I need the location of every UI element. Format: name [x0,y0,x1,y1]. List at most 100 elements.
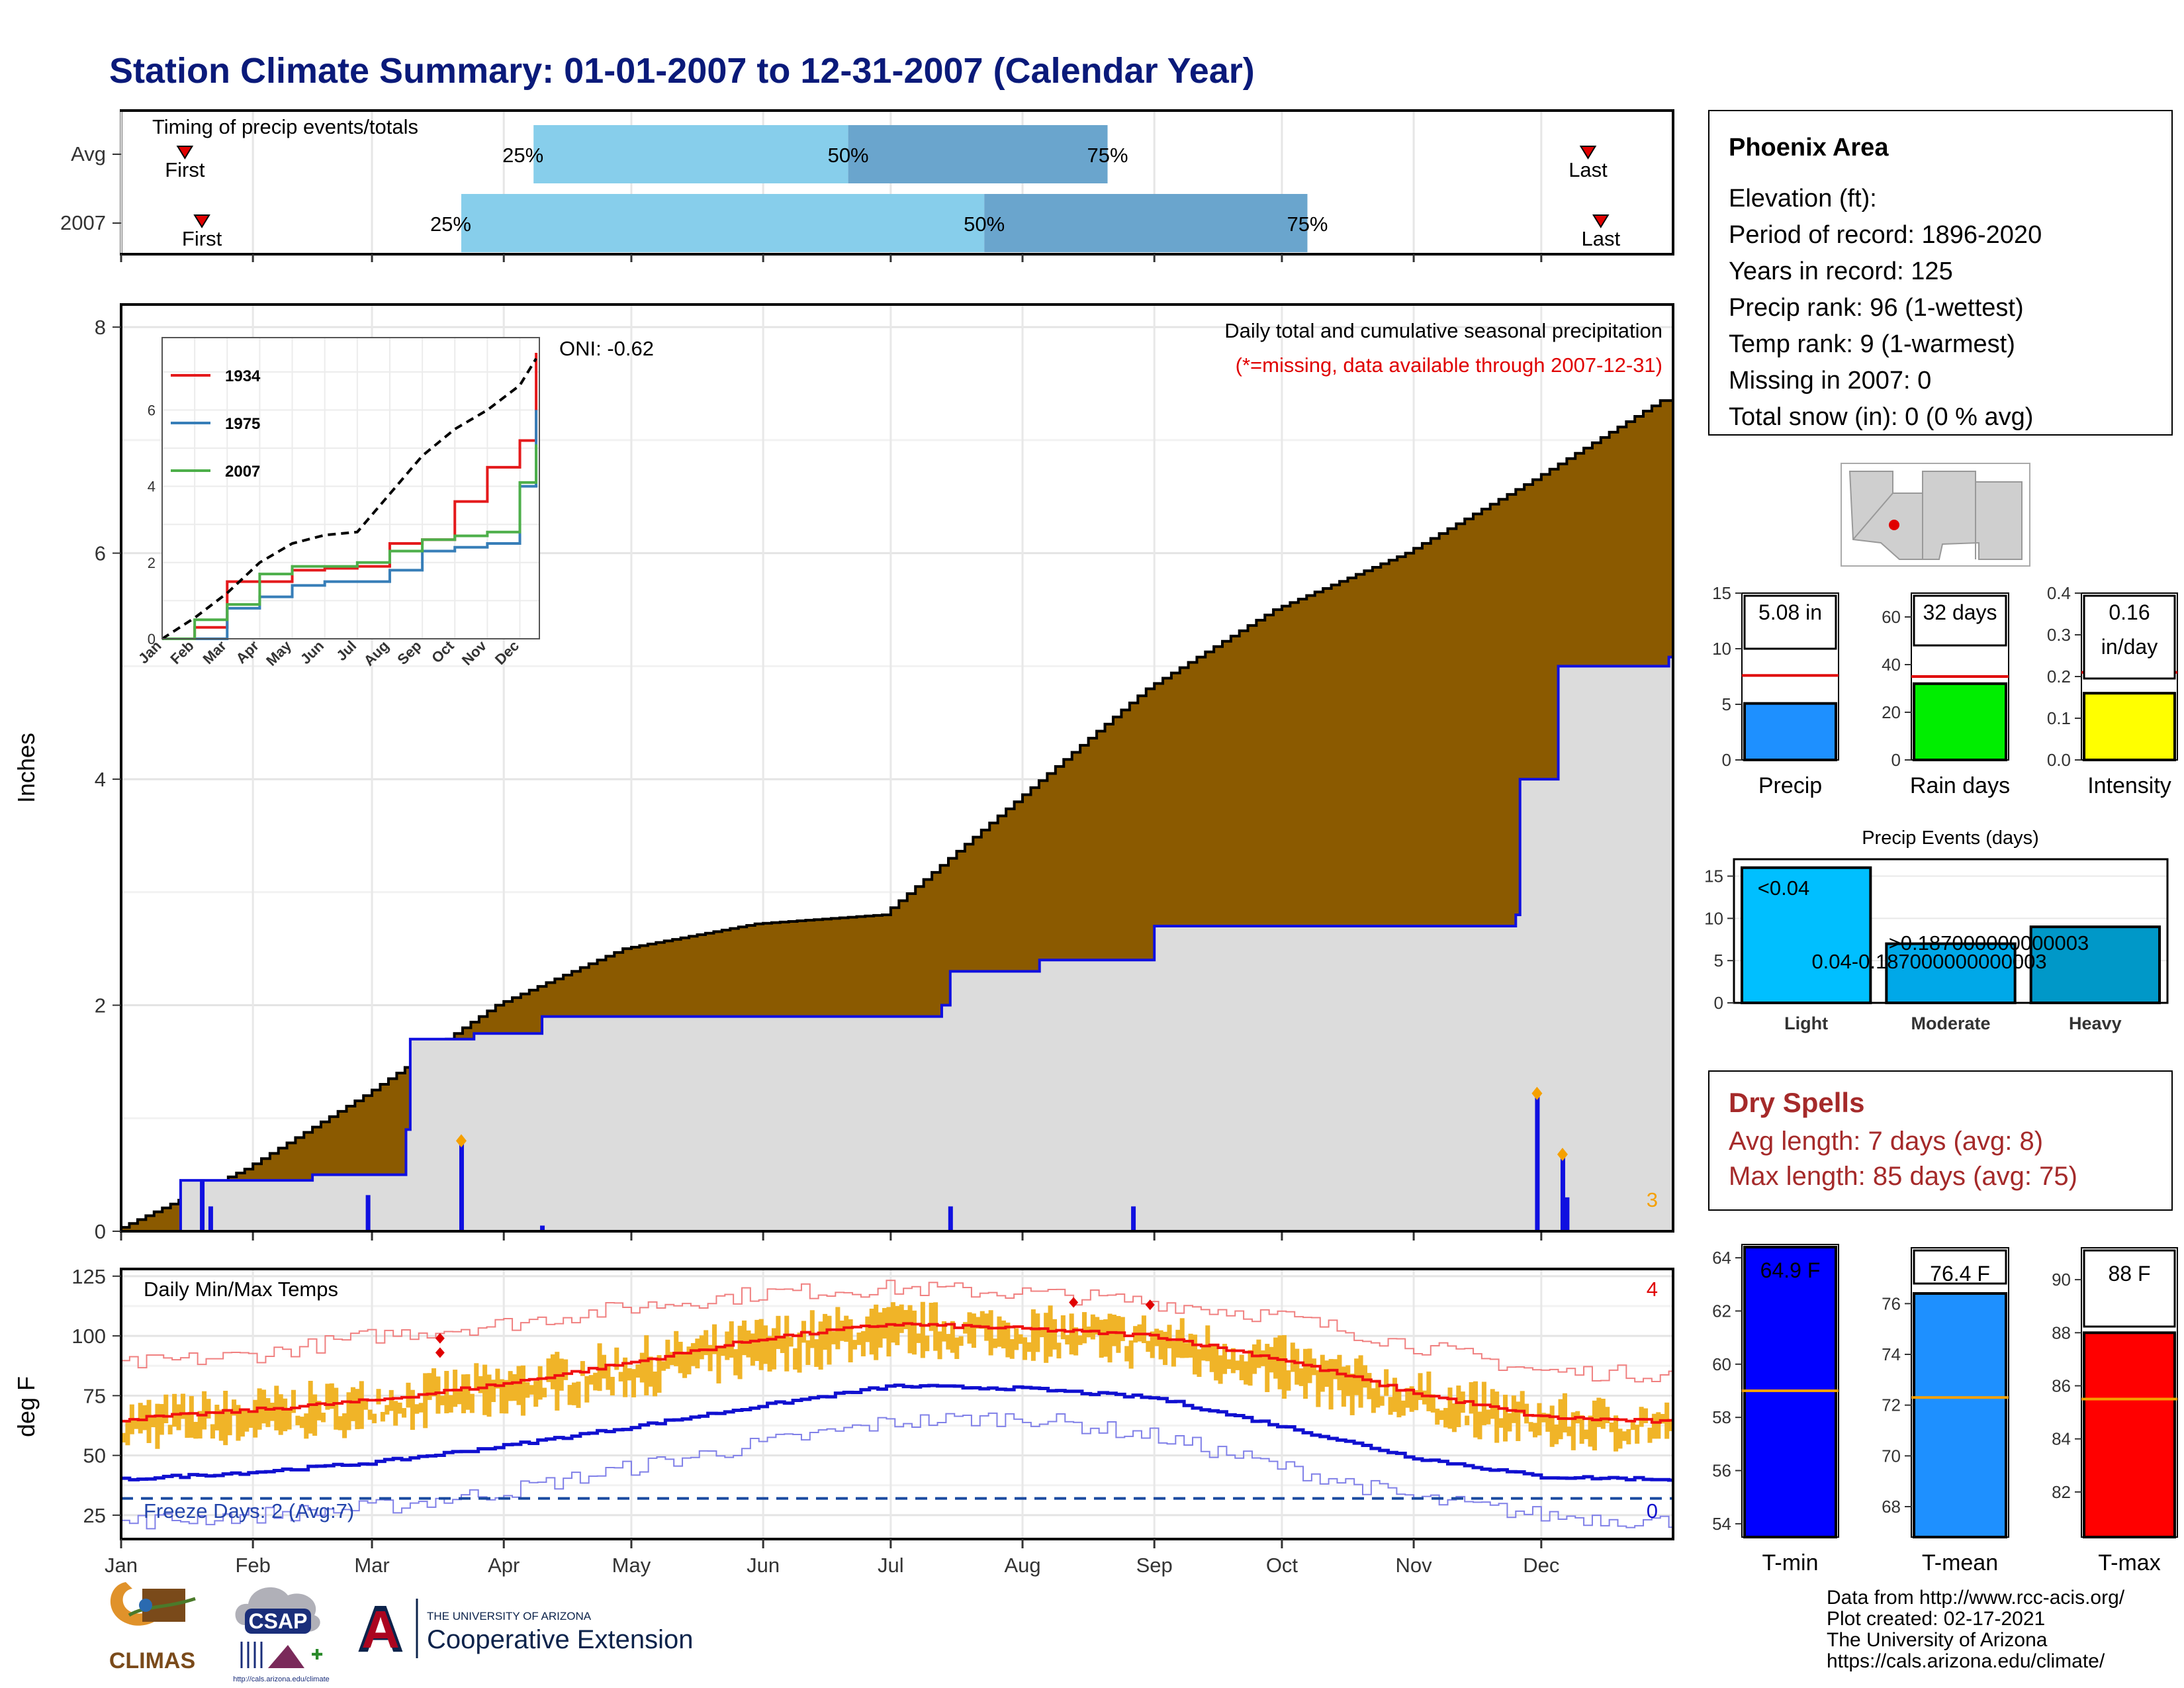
temp-bar-ytick-label: 64 [1712,1248,1731,1268]
side-chart-ytick-label: 0.0 [2047,750,2071,770]
daily-temp-bar [916,1333,921,1343]
daily-temp-bar [1044,1313,1049,1363]
daily-temp-bar [227,1411,232,1436]
daily-temp-bar [601,1354,607,1379]
extreme-precip-marker [1531,1086,1543,1100]
daily-temp-bar [971,1313,976,1348]
month-label: May [612,1554,651,1577]
inset-line-2007 [162,444,538,640]
month-label: Mar [354,1554,389,1577]
daily-temp-bar [363,1400,369,1410]
side-chart-ytick-label: 0 [1722,750,1731,770]
svg-text:CLIMAS: CLIMAS [109,1648,195,1673]
daily-temp-bar [499,1379,504,1414]
daily-precip-bar [1565,1197,1570,1231]
daily-temp-bar [1570,1412,1576,1450]
timing-q25-label: 25% [430,212,471,236]
daily-temp-bar [1337,1354,1342,1391]
daily-temp-bar [1009,1338,1015,1359]
daily-temp-bar [465,1374,471,1410]
daily-temp-bar [457,1389,462,1405]
daily-temp-bar [988,1310,993,1356]
timing-q25-label: 25% [502,144,543,167]
daily-temp-bar [244,1410,250,1432]
month-label: Nov [1396,1554,1433,1577]
daily-temp-bar [1384,1369,1389,1396]
daily-temp-bar [1023,1337,1028,1360]
daily-temp-bar [287,1408,292,1430]
side-chart-ytick-label: 15 [1712,583,1731,603]
daily-temp-bar [495,1368,500,1389]
daily-temp-bar [546,1358,551,1382]
daily-temp-bar [831,1331,836,1344]
daily-temp-bar [265,1398,271,1427]
daily-temp-bar [623,1357,628,1397]
precip-ytick-label: 4 [95,768,106,791]
timing-row-avg-label: Avg [71,142,106,165]
daily-temp-bar [1626,1429,1631,1444]
daily-temp-bar [269,1403,275,1421]
daily-temp-bar [1614,1415,1619,1452]
daily-temp-bar [1239,1354,1244,1381]
daily-temp-bar [490,1380,496,1403]
temp-bar-ytick-label: 84 [2052,1429,2071,1449]
daily-temp-bar [406,1382,411,1408]
daily-temp-bar [1567,1427,1572,1436]
events-bar [1741,866,1872,1004]
daily-temp-bar [1226,1359,1232,1369]
daily-temp-bar [202,1391,207,1430]
daily-temp-bar [1163,1331,1168,1366]
temp-bar-ytick-label: 88 [2052,1323,2071,1342]
daily-temp-bar [1605,1407,1610,1423]
daily-temp-bar [967,1312,972,1344]
station-info-line: Temp rank: 9 (1-warmest) [1729,330,2015,358]
events-border [1733,858,2169,1004]
daily-temp-bar [1363,1365,1368,1388]
side-chart-value-text: in/day [2101,635,2158,659]
daily-temp-bar [163,1394,169,1423]
daily-temp-bar [1545,1413,1551,1432]
daily-temp-bar [1660,1413,1665,1424]
temp-ytick-label: 25 [83,1504,106,1527]
year-cumulative-precip-area [121,655,1674,1233]
daily-temp-bar [907,1305,913,1354]
daily-temp-bar [763,1325,768,1364]
temp-bar-label: T-max [2098,1550,2160,1575]
daily-temp-bar [818,1321,823,1370]
daily-temp-bar [1451,1403,1457,1432]
timing-last-marker [1592,214,1610,228]
daily-temp-bar [1141,1315,1146,1344]
daily-temp-bar [1201,1345,1206,1361]
daily-temp-bar [1214,1345,1219,1381]
daily-temp-bar [308,1380,313,1434]
dry-spells-title: Dry Spells [1729,1087,1864,1118]
station-name: Phoenix Area [1729,134,1889,162]
temp-bar-value-box [1913,1249,2007,1285]
daily-temp-bar [236,1405,241,1441]
daily-temp-bar [1651,1413,1657,1439]
daily-temp-bar [1099,1319,1104,1358]
daily-temp-bar [410,1389,415,1430]
daily-temp-bar [1400,1400,1406,1416]
events-ytick-label: 15 [1704,867,1723,886]
daily-temp-bar [1469,1382,1474,1414]
svg-text:✚: ✚ [311,1646,323,1663]
daily-temp-bar [950,1321,955,1353]
events-bar-text: 0.04-0.187000000000003 [1811,950,2046,973]
daily-temp-bar [1184,1342,1189,1358]
daily-temp-bar [1001,1320,1006,1348]
daily-temp-bar [1260,1350,1265,1366]
side-chart-label: Precip [1758,773,1822,798]
temp-bar-ytick-label: 58 [1712,1407,1731,1427]
daily-temp-bar [253,1399,258,1438]
temp-bar-value-text: 76.4 F [1930,1262,1990,1286]
daily-temp-bar [814,1339,819,1367]
daily-temp-bar [1205,1325,1210,1362]
temp-bar-ytick-label: 82 [2052,1482,2071,1502]
daily-temp-bar [1316,1370,1321,1407]
inset-legend-label: 2007 [225,463,260,481]
temp-bar-ytick-label: 56 [1712,1461,1731,1481]
daily-temp-bar [610,1376,615,1396]
timing-bar-q25-q50 [533,125,848,183]
timing-first-marker [176,146,194,160]
